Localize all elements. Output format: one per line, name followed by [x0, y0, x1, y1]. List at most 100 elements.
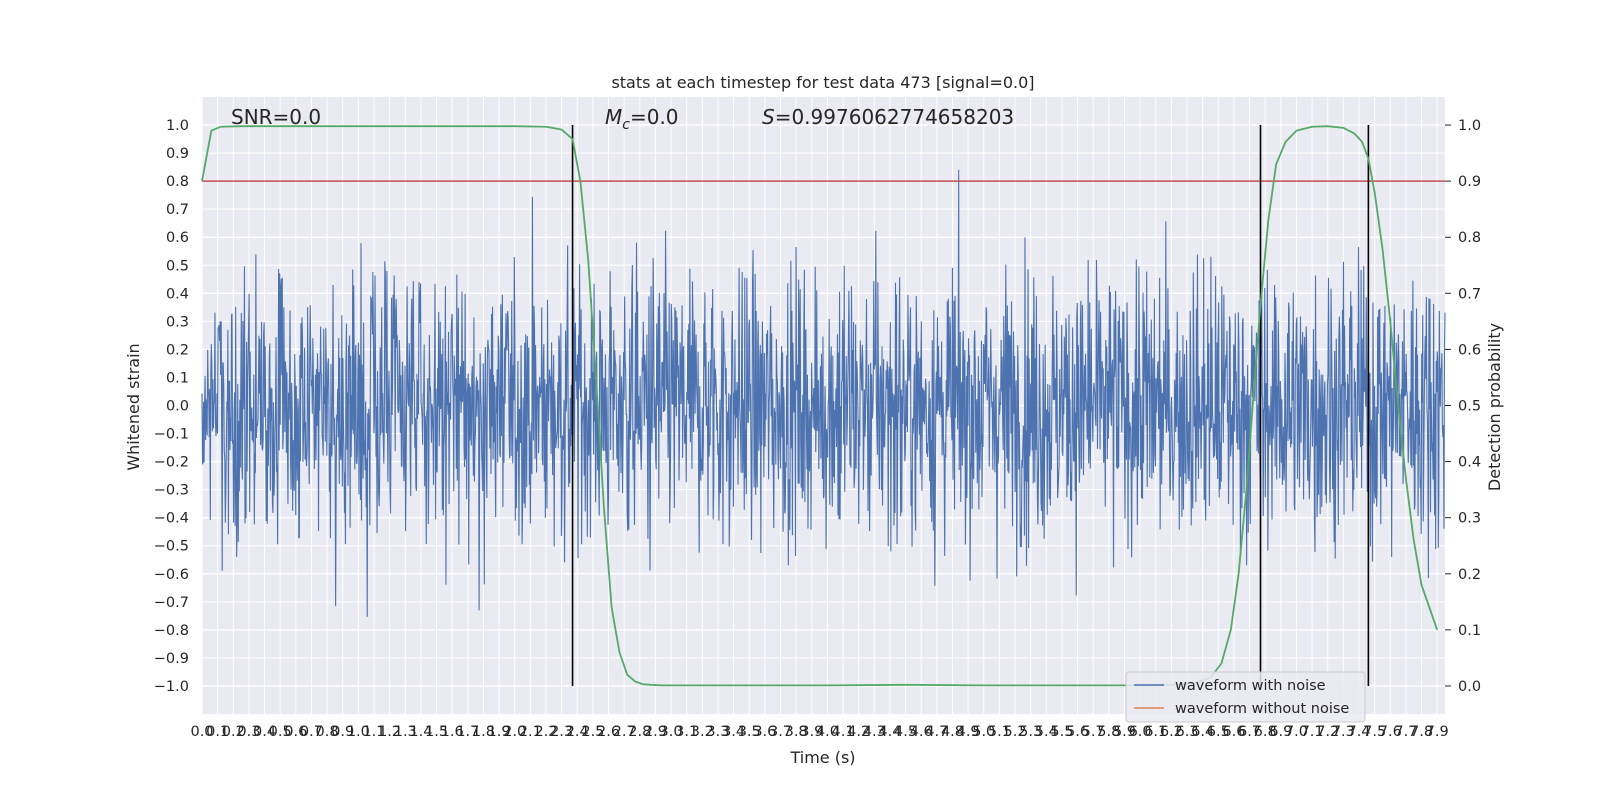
y-right-tick-label: 0.7 [1458, 286, 1481, 302]
x-tick-label: 6.7 [1238, 724, 1261, 740]
x-tick-label: 6.8 [1254, 724, 1277, 740]
x-tick-label: 2.7 [613, 724, 636, 740]
y-right-tick-label: 0.6 [1458, 342, 1481, 358]
x-tick-label: 7.5 [1363, 724, 1386, 740]
x-tick-label: 2.9 [644, 724, 667, 740]
x-tick-label: 0.5 [269, 724, 292, 740]
x-tick-label: 4.5 [894, 724, 917, 740]
x-tick-labels: 0.00.10.20.30.40.50.60.70.80.91.01.11.21… [190, 724, 1448, 740]
x-tick-label: 4.6 [910, 724, 933, 740]
x-tick-label: 7.1 [1301, 724, 1324, 740]
x-tick-label: 5.5 [1050, 724, 1073, 740]
x-tick-label: 6.2 [1160, 724, 1183, 740]
y-right-tick-label: 0.0 [1458, 679, 1481, 695]
y-tick-label: 0.4 [166, 286, 189, 302]
x-tick-label: 0.7 [300, 724, 323, 740]
s-statistic-annotation: S=0.9976062774658203 [762, 105, 1014, 129]
snr-annotation: SNR=0.0 [231, 105, 321, 129]
x-tick-label: 0.8 [316, 724, 339, 740]
y-axis-label: Whitened strain [124, 343, 143, 470]
y-tick-label: 0.9 [166, 146, 189, 162]
y-tick-label: −0.3 [154, 483, 189, 499]
x-tick-label: 5.7 [1082, 724, 1105, 740]
legend-box [1125, 671, 1366, 723]
x-tick-label: 1.3 [394, 724, 417, 740]
x-tick-label: 7.0 [1285, 724, 1308, 740]
waveform-with-noise [201, 169, 1446, 617]
y-tick-label: 0.1 [166, 370, 189, 386]
y-tick-label: 1.0 [166, 118, 189, 134]
y-right-tick-label: 0.4 [1458, 455, 1481, 471]
x-tick-label: 0.6 [284, 724, 307, 740]
y-right-tick-label: 0.9 [1458, 174, 1481, 190]
x-tick-label: 4.8 [941, 724, 964, 740]
x-tick-label: 4.9 [957, 724, 980, 740]
legend: waveform with noise waveform without noi… [1125, 671, 1366, 723]
y-right-tick-label: 0.2 [1458, 567, 1481, 583]
y-right-tick-label: 0.5 [1458, 399, 1481, 415]
x-tick-label: 5.2 [1004, 724, 1027, 740]
x-tick-label: 1.7 [456, 724, 479, 740]
y-right-tick-label: 0.8 [1458, 230, 1481, 246]
y-right-tick-labels: 1.0 0.9 0.8 0.7 0.6 0.5 0.4 0.3 0.2 0.1 0.0 [1445, 118, 1481, 695]
x-tick-label: 3.6 [753, 724, 776, 740]
x-tick-label: 2.4 [566, 724, 589, 740]
x-tick-label: 3.8 [785, 724, 808, 740]
x-tick-label: 1.8 [472, 724, 495, 740]
x-tick-label: 0.0 [190, 724, 213, 740]
y-right-tick-label: 0.1 [1458, 623, 1481, 639]
x-tick-label: 5.4 [1035, 724, 1058, 740]
y-tick-label: −0.2 [154, 455, 189, 471]
x-tick-label: 3.7 [769, 724, 792, 740]
x-tick-label: 7.7 [1394, 724, 1417, 740]
y-right-tick-label: 0.3 [1458, 511, 1481, 527]
chart-title: stats at each timestep for test data 473… [611, 73, 1034, 92]
x-tick-label: 3.1 [675, 724, 698, 740]
x-tick-label: 3.9 [800, 724, 823, 740]
x-tick-label: 6.9 [1269, 724, 1292, 740]
x-tick-label: 6.6 [1222, 724, 1245, 740]
x-tick-label: 5.1 [988, 724, 1011, 740]
x-tick-label: 0.3 [237, 724, 260, 740]
x-tick-label: 2.6 [597, 724, 620, 740]
x-tick-label: 1.0 [347, 724, 370, 740]
y-tick-label: 0.5 [166, 258, 189, 274]
y-tick-label: −1.0 [154, 679, 189, 695]
x-tick-label: 7.4 [1347, 724, 1370, 740]
x-tick-label: 5.0 [972, 724, 995, 740]
x-tick-label: 2.8 [628, 724, 651, 740]
x-tick-label: 6.4 [1191, 724, 1214, 740]
y-tick-label: −0.8 [154, 623, 189, 639]
y-tick-label: −0.5 [154, 539, 189, 555]
y-right-tick-label: 1.0 [1458, 118, 1481, 134]
x-tick-label: 4.3 [863, 724, 886, 740]
x-tick-label: 3.3 [706, 724, 729, 740]
x-tick-label: 2.2 [534, 724, 557, 740]
x-tick-label: 1.5 [425, 724, 448, 740]
x-tick-label: 4.2 [847, 724, 870, 740]
x-tick-label: 1.1 [362, 724, 385, 740]
x-tick-label: 6.1 [1144, 724, 1167, 740]
x-tick-label: 3.2 [691, 724, 714, 740]
legend-label-clean: waveform without noise [1175, 701, 1349, 717]
legend-label-noise: waveform with noise [1175, 678, 1326, 694]
x-tick-label: 6.3 [1175, 724, 1198, 740]
x-tick-label: 0.4 [253, 724, 276, 740]
x-tick-label: 1.6 [441, 724, 464, 740]
x-tick-label: 7.2 [1316, 724, 1339, 740]
x-tick-label: 5.9 [1113, 724, 1136, 740]
x-tick-label: 4.0 [816, 724, 839, 740]
x-tick-label: 2.3 [550, 724, 573, 740]
x-tick-label: 0.9 [331, 724, 354, 740]
y-tick-label: 0.8 [166, 174, 189, 190]
x-tick-label: 1.4 [409, 724, 432, 740]
x-tick-label: 4.1 [832, 724, 855, 740]
x-tick-label: 3.4 [722, 724, 745, 740]
y-tick-label: 0.0 [166, 399, 189, 415]
x-tick-label: 7.9 [1426, 724, 1449, 740]
waveform-with-noise-line [201, 169, 1446, 617]
y-tick-label: 0.2 [166, 342, 189, 358]
x-tick-label: 1.9 [488, 724, 511, 740]
x-tick-label: 4.7 [925, 724, 948, 740]
x-tick-label: 3.0 [660, 724, 683, 740]
